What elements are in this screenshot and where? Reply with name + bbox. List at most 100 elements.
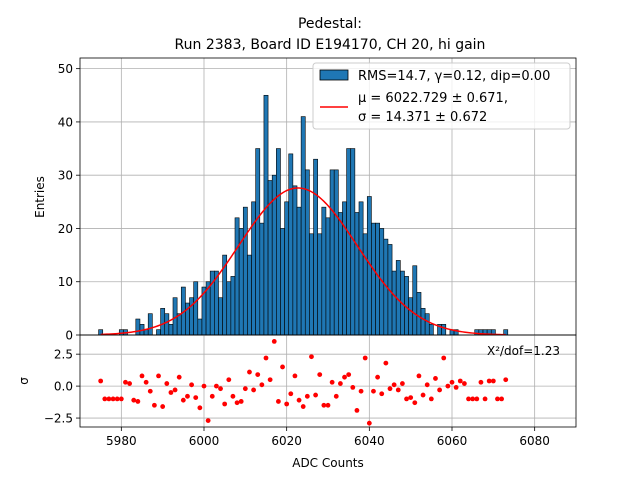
histogram-bar (342, 201, 347, 336)
residual-point (263, 355, 269, 361)
histogram-y-tick-label: 50 (58, 62, 73, 76)
residual-grid (80, 335, 576, 427)
residual-y-tick-label: 2.5 (54, 348, 73, 362)
x-tick-label: 6020 (271, 434, 302, 448)
legend-patch-swatch (319, 69, 349, 81)
residual-point (321, 402, 327, 408)
residual-point (338, 381, 343, 386)
residual-point (180, 397, 186, 403)
residual-point (453, 384, 459, 390)
residual-point (292, 373, 298, 379)
residual-point (325, 402, 331, 408)
residual-point (230, 393, 236, 399)
histogram-bar (230, 276, 236, 336)
histogram-bar (147, 313, 153, 336)
x-tick-label: 6080 (519, 434, 550, 448)
residual-point (474, 396, 480, 402)
residual-point (222, 401, 228, 407)
histogram-bar (280, 228, 285, 336)
histogram-y-ticks: 0 10 20 30 40 50 (58, 62, 80, 343)
histogram-bar (164, 313, 170, 336)
histogram-bar (424, 313, 430, 336)
histogram-y-tick-label: 10 (58, 275, 73, 289)
residual-point (205, 418, 211, 424)
histogram-bar (362, 233, 368, 336)
histogram-bar (416, 292, 422, 336)
residual-point (482, 396, 488, 402)
histogram-y-tick-label: 0 (65, 329, 73, 343)
residual-point (131, 397, 137, 403)
residual-point (147, 388, 153, 394)
residual-point (457, 378, 463, 384)
residual-point (391, 382, 397, 388)
x-tick-label: 6040 (354, 434, 385, 448)
residual-point (437, 387, 442, 393)
histogram-bar (317, 233, 323, 336)
histogram-y-axis-label: Entries (33, 176, 47, 218)
residual-point (470, 396, 476, 402)
residual-point (366, 420, 372, 426)
residual-point (486, 378, 492, 384)
residual-point (350, 384, 356, 390)
histogram-bar (420, 308, 426, 336)
residual-point (412, 400, 418, 406)
histogram-bar (247, 254, 252, 336)
histogram-bar (276, 148, 281, 336)
residual-point (251, 387, 256, 393)
residual-point (449, 379, 455, 385)
residual-point (428, 396, 434, 402)
histogram-bar (263, 94, 269, 336)
residual-point (408, 395, 414, 401)
residual-point (503, 377, 509, 383)
histogram-bar (255, 148, 261, 336)
histogram-bar (156, 329, 161, 336)
residual-point (317, 372, 323, 378)
residual-point (420, 392, 426, 398)
x-tick-label: 6060 (437, 434, 468, 448)
legend-entry-fit-mu: μ = 6022.729 ± 0.671, (358, 91, 508, 106)
residual-point (309, 354, 314, 360)
residual-point (478, 379, 484, 385)
residual-axes-frame (79, 334, 577, 428)
residual-point (499, 396, 504, 402)
residual-point (114, 396, 120, 402)
histogram-bars (98, 94, 509, 336)
residual-y-axis-label: σ (17, 377, 31, 385)
histogram-bar (428, 324, 434, 336)
residual-point (383, 360, 389, 366)
histogram-y-tick-label: 30 (58, 169, 73, 183)
residual-point (234, 400, 240, 406)
residual-point (143, 379, 149, 385)
residual-point (300, 404, 306, 409)
residual-point (416, 373, 422, 379)
x-axis-ticks: 5980 6000 6020 6040 6060 6080 (106, 427, 550, 448)
histogram-bar (371, 222, 376, 336)
residual-point (342, 374, 347, 380)
residual-point (490, 378, 496, 384)
chart-title-line2: Run 2383, Board ID E194170, CH 20, hi ga… (175, 37, 486, 53)
residual-point (168, 390, 174, 395)
histogram-bar (259, 222, 265, 336)
legend-entry-histogram: RMS=14.7, γ=0.12, dip=0.00 (358, 69, 550, 84)
residual-points (98, 338, 509, 426)
residual-point (271, 338, 277, 344)
residual-point (201, 383, 207, 389)
residual-point (387, 386, 393, 392)
residual-point (462, 381, 467, 386)
residual-point (238, 399, 244, 404)
histogram-bar (321, 206, 327, 336)
residual-point (375, 374, 380, 380)
x-tick-label: 6000 (189, 434, 220, 448)
residual-point (433, 376, 438, 381)
x-axis-label: ADC Counts (292, 456, 364, 470)
residual-point (371, 388, 376, 394)
histogram-y-tick-label: 40 (58, 115, 73, 129)
residual-point (218, 386, 223, 392)
residual-point (102, 396, 108, 402)
residual-point (185, 393, 190, 399)
residual-point (106, 396, 112, 402)
residual-point (226, 377, 232, 383)
residual-point (209, 393, 215, 399)
histogram-bar (135, 318, 141, 336)
